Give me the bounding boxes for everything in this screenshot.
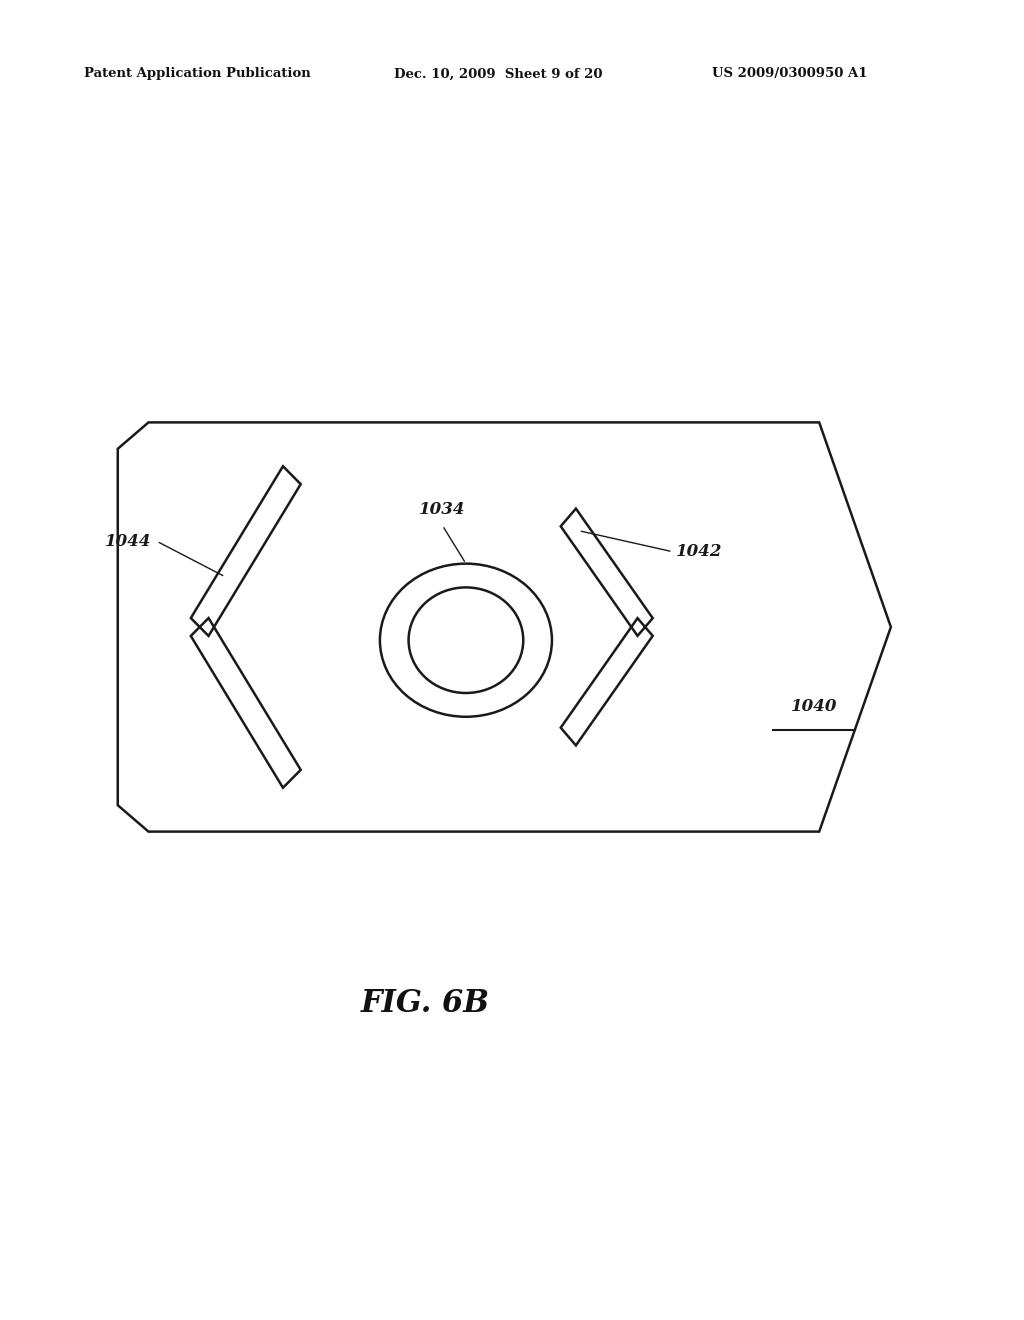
Text: 1040: 1040	[791, 698, 838, 714]
Text: US 2009/0300950 A1: US 2009/0300950 A1	[712, 67, 867, 81]
Text: 1034: 1034	[419, 502, 466, 517]
Text: Dec. 10, 2009  Sheet 9 of 20: Dec. 10, 2009 Sheet 9 of 20	[394, 67, 603, 81]
Text: Patent Application Publication: Patent Application Publication	[84, 67, 310, 81]
Text: FIG. 6B: FIG. 6B	[360, 987, 489, 1019]
Text: 1042: 1042	[676, 544, 722, 560]
Text: 1044: 1044	[105, 533, 152, 549]
